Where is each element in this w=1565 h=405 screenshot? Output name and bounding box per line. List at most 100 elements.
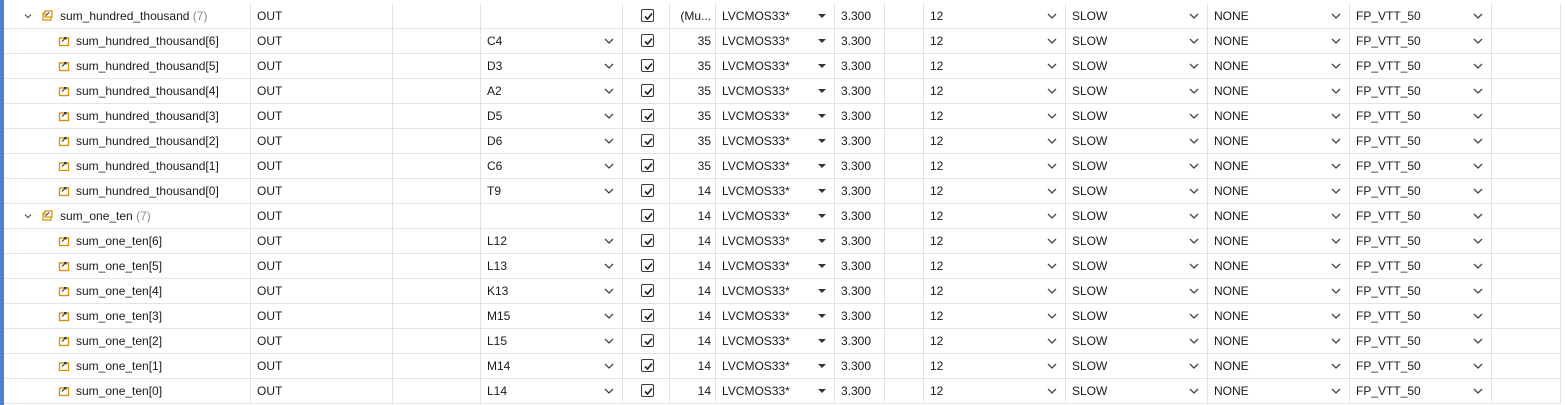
chevron-down-icon[interactable] [24, 12, 32, 20]
chevron-down-icon[interactable] [1189, 212, 1199, 220]
chevron-down-icon[interactable] [604, 312, 614, 320]
chevron-down-icon[interactable] [1473, 337, 1483, 345]
pull-type-cell[interactable]: NONE [1208, 4, 1350, 28]
chevron-down-icon[interactable] [1047, 162, 1057, 170]
caret-down-icon[interactable] [818, 214, 826, 218]
package-pin-cell[interactable]: L12 [481, 229, 623, 253]
io-std-cell[interactable]: LVCMOS33* [716, 379, 835, 403]
odt-cell[interactable]: FP_VTT_50 [1350, 204, 1492, 228]
chevron-down-icon[interactable] [1189, 387, 1199, 395]
chevron-down-icon[interactable] [604, 87, 614, 95]
chevron-down-icon[interactable] [1189, 137, 1199, 145]
chevron-down-icon[interactable] [1189, 187, 1199, 195]
pull-type-cell[interactable]: NONE [1208, 79, 1350, 103]
package-pin-cell[interactable]: M14 [481, 354, 623, 378]
drive-strength-cell[interactable]: 12 [924, 329, 1066, 353]
chevron-down-icon[interactable] [1473, 187, 1483, 195]
port-row[interactable]: sum_one_ten[0] OUT L14 14 LVCMOS33* 3.30… [4, 379, 1561, 404]
port-row[interactable]: sum_hundred_thousand[4] OUT A2 35 LVCMOS… [4, 79, 1561, 104]
chevron-down-icon[interactable] [604, 162, 614, 170]
slew-type-cell[interactable]: SLOW [1066, 129, 1208, 153]
chevron-down-icon[interactable] [1047, 262, 1057, 270]
slew-type-cell[interactable]: SLOW [1066, 179, 1208, 203]
checkbox-checked-icon[interactable] [641, 384, 654, 397]
checkbox-checked-icon[interactable] [641, 284, 654, 297]
port-row[interactable]: sum_one_ten[6] OUT L12 14 LVCMOS33* 3.30… [4, 229, 1561, 254]
checkbox-checked-icon[interactable] [641, 184, 654, 197]
odt-cell[interactable]: FP_VTT_50 [1350, 154, 1492, 178]
slew-type-cell[interactable]: SLOW [1066, 54, 1208, 78]
chevron-down-icon[interactable] [1331, 287, 1341, 295]
checkbox-checked-icon[interactable] [641, 259, 654, 272]
slew-type-cell[interactable]: SLOW [1066, 154, 1208, 178]
odt-cell[interactable]: FP_VTT_50 [1350, 354, 1492, 378]
port-row[interactable]: sum_one_ten[1] OUT M14 14 LVCMOS33* 3.30… [4, 354, 1561, 379]
port-row[interactable]: sum_hundred_thousand[0] OUT T9 14 LVCMOS… [4, 179, 1561, 204]
chevron-down-icon[interactable] [1331, 87, 1341, 95]
chevron-down-icon[interactable] [1047, 12, 1057, 20]
package-pin-cell[interactable]: L13 [481, 254, 623, 278]
chevron-down-icon[interactable] [1331, 212, 1341, 220]
caret-down-icon[interactable] [818, 14, 826, 18]
chevron-down-icon[interactable] [1473, 237, 1483, 245]
chevron-down-icon[interactable] [1473, 387, 1483, 395]
pull-type-cell[interactable]: NONE [1208, 129, 1350, 153]
package-pin-cell[interactable]: D5 [481, 104, 623, 128]
chevron-down-icon[interactable] [604, 237, 614, 245]
checkbox-checked-icon[interactable] [641, 334, 654, 347]
chevron-down-icon[interactable] [604, 287, 614, 295]
io-std-cell[interactable]: LVCMOS33* [716, 304, 835, 328]
chevron-down-icon[interactable] [604, 137, 614, 145]
io-std-cell[interactable]: LVCMOS33* [716, 54, 835, 78]
chevron-down-icon[interactable] [1047, 362, 1057, 370]
chevron-down-icon[interactable] [604, 362, 614, 370]
slew-type-cell[interactable]: SLOW [1066, 4, 1208, 28]
caret-down-icon[interactable] [818, 164, 826, 168]
chevron-down-icon[interactable] [1473, 362, 1483, 370]
group-row[interactable]: sum_hundred_thousand (7) OUT (Mu... LVCM… [4, 0, 1561, 29]
chevron-down-icon[interactable] [1473, 287, 1483, 295]
caret-down-icon[interactable] [818, 239, 826, 243]
chevron-down-icon[interactable] [1189, 287, 1199, 295]
caret-down-icon[interactable] [818, 339, 826, 343]
chevron-down-icon[interactable] [1473, 37, 1483, 45]
pull-type-cell[interactable]: NONE [1208, 279, 1350, 303]
chevron-down-icon[interactable] [1189, 262, 1199, 270]
chevron-down-icon[interactable] [1331, 162, 1341, 170]
caret-down-icon[interactable] [818, 114, 826, 118]
pull-type-cell[interactable]: NONE [1208, 329, 1350, 353]
odt-cell[interactable]: FP_VTT_50 [1350, 304, 1492, 328]
port-row[interactable]: sum_one_ten[3] OUT M15 14 LVCMOS33* 3.30… [4, 304, 1561, 329]
chevron-down-icon[interactable] [1331, 62, 1341, 70]
chevron-down-icon[interactable] [1473, 62, 1483, 70]
odt-cell[interactable]: FP_VTT_50 [1350, 54, 1492, 78]
slew-type-cell[interactable]: SLOW [1066, 379, 1208, 403]
io-std-cell[interactable]: LVCMOS33* [716, 4, 835, 28]
chevron-down-icon[interactable] [604, 62, 614, 70]
chevron-down-icon[interactable] [1331, 137, 1341, 145]
drive-strength-cell[interactable]: 12 [924, 229, 1066, 253]
pull-type-cell[interactable]: NONE [1208, 29, 1350, 53]
io-std-cell[interactable]: LVCMOS33* [716, 354, 835, 378]
drive-strength-cell[interactable]: 12 [924, 4, 1066, 28]
chevron-down-icon[interactable] [1047, 62, 1057, 70]
slew-type-cell[interactable]: SLOW [1066, 304, 1208, 328]
caret-down-icon[interactable] [818, 64, 826, 68]
package-pin-cell[interactable]: C6 [481, 154, 623, 178]
checkbox-checked-icon[interactable] [641, 109, 654, 122]
pull-type-cell[interactable]: NONE [1208, 179, 1350, 203]
drive-strength-cell[interactable]: 12 [924, 29, 1066, 53]
checkbox-checked-icon[interactable] [641, 84, 654, 97]
odt-cell[interactable]: FP_VTT_50 [1350, 129, 1492, 153]
pull-type-cell[interactable]: NONE [1208, 204, 1350, 228]
chevron-down-icon[interactable] [1047, 337, 1057, 345]
chevron-down-icon[interactable] [1473, 312, 1483, 320]
chevron-down-icon[interactable] [1331, 362, 1341, 370]
drive-strength-cell[interactable]: 12 [924, 54, 1066, 78]
chevron-down-icon[interactable] [1189, 337, 1199, 345]
chevron-down-icon[interactable] [1473, 137, 1483, 145]
chevron-down-icon[interactable] [1473, 262, 1483, 270]
io-std-cell[interactable]: LVCMOS33* [716, 29, 835, 53]
chevron-down-icon[interactable] [1331, 12, 1341, 20]
drive-strength-cell[interactable]: 12 [924, 379, 1066, 403]
